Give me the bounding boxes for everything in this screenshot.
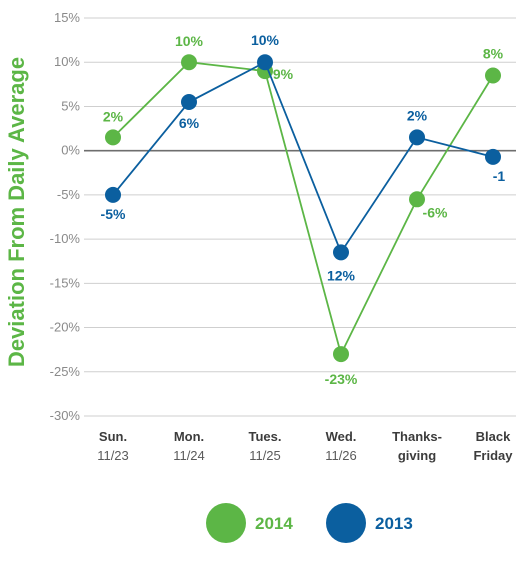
x-tick-label: Mon. [174, 429, 204, 444]
y-tick-label: -10% [50, 231, 81, 246]
x-tick-label: Sun. [99, 429, 127, 444]
y-tick-label: -5% [57, 187, 81, 202]
x-tick-sublabel: 11/25 [249, 448, 281, 463]
data-label: 6% [179, 115, 200, 131]
y-tick-label: -25% [50, 364, 81, 379]
x-tick-label: Tues. [249, 429, 282, 444]
data-point [333, 244, 349, 261]
y-tick-labels: 15% 10% 5% 0% -5% -10% -15% -20% -25% -30% [50, 10, 81, 423]
y-tick-label: -30% [50, 408, 81, 423]
x-tick-sublabel: Friday [473, 448, 513, 463]
x-tick-sublabel: 11/26 [325, 448, 357, 463]
data-label: 10% [251, 32, 280, 48]
data-label: 10% [175, 33, 204, 49]
data-label: -6% [423, 204, 448, 220]
data-point [181, 54, 197, 71]
data-label: 2% [103, 108, 124, 124]
data-point [105, 186, 121, 203]
data-point [485, 67, 501, 84]
y-tick-label: 15% [54, 10, 80, 25]
data-label: -1 [493, 168, 506, 184]
legend-swatch-2013 [326, 503, 366, 543]
y-tick-label: -15% [50, 275, 81, 290]
x-tick-label: Thanks- [392, 429, 442, 444]
legend: 2014 2013 [206, 503, 413, 543]
y-tick-label: 10% [54, 54, 80, 69]
data-label: 2% [407, 107, 428, 123]
legend-label-2014: 2014 [255, 514, 293, 533]
x-tick-labels: Sun. 11/23 Mon. 11/24 Tues. 11/25 Wed. 11/26 Tha… [97, 429, 513, 463]
y-axis-label: Deviation From Daily Average [4, 57, 29, 367]
x-tick-label: Black [476, 429, 511, 444]
x-tick-label: Wed. [326, 429, 357, 444]
x-tick-sublabel: 11/23 [97, 448, 129, 463]
series-group: 2% 10% 9% -23% -6% 8% -5% 6% 10% 12% 2% -1 [101, 32, 506, 387]
series-line-2014 [112, 61, 494, 357]
data-point [409, 129, 425, 146]
series-2013: -5% 6% 10% 12% 2% -1 [101, 32, 506, 283]
data-label: 8% [483, 45, 504, 61]
y-tick-label: -20% [50, 320, 81, 335]
data-point [409, 191, 425, 208]
data-label: 9% [273, 66, 294, 82]
y-tick-label: 5% [61, 98, 80, 113]
grid-lines [84, 17, 516, 417]
series-line-2013 [112, 60, 494, 255]
data-point [485, 148, 501, 165]
x-tick-sublabel: 11/24 [173, 448, 205, 463]
data-point [333, 346, 349, 363]
data-label: -5% [101, 206, 126, 222]
data-point [257, 54, 273, 71]
x-tick-sublabel: giving [398, 448, 436, 463]
legend-label-2013: 2013 [375, 514, 413, 533]
legend-swatch-2014 [206, 503, 246, 543]
data-label: -23% [325, 371, 358, 387]
series-2014: 2% 10% 9% -23% -6% 8% [103, 33, 504, 387]
y-tick-label: 0% [61, 143, 80, 158]
data-label: 12% [327, 267, 356, 283]
data-point [181, 94, 197, 111]
data-point [105, 129, 121, 146]
